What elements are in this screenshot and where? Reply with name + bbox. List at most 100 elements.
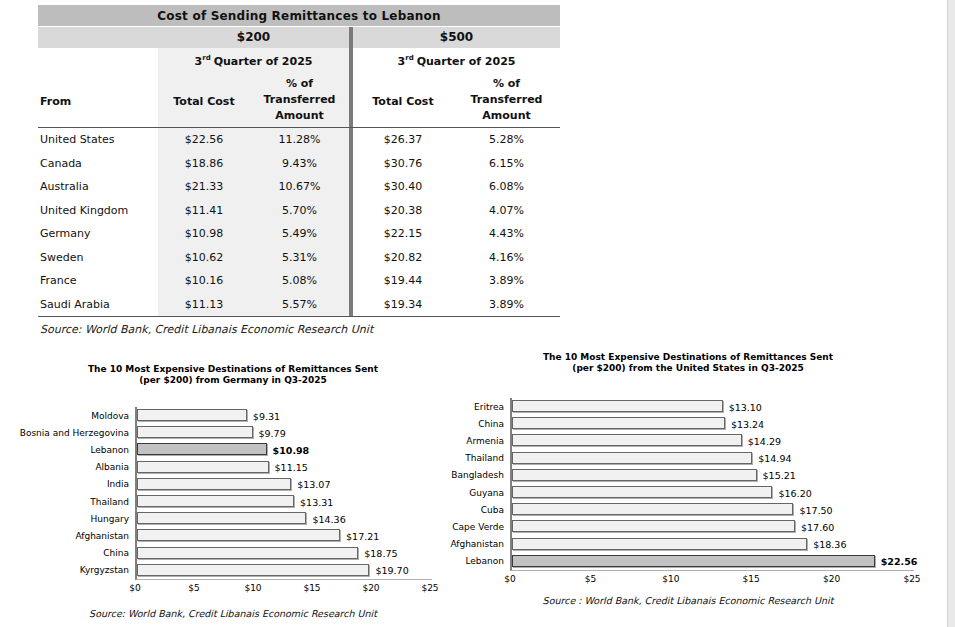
bar	[137, 461, 269, 473]
category-label: Cuba	[481, 505, 504, 515]
value-label: $18.36	[813, 539, 846, 550]
bar-row: Thailand$14.94	[512, 450, 914, 467]
category-label: India	[107, 479, 129, 489]
bar	[137, 495, 294, 507]
bar	[512, 417, 725, 429]
from-cell: Canada	[38, 152, 158, 176]
total-cost-500-cell: $30.40	[353, 175, 453, 199]
total-cost-500-cell: $20.38	[353, 199, 453, 223]
x-tick-label: $25	[421, 583, 438, 593]
value-label: $13.24	[731, 418, 764, 429]
category-label: Lebanon	[90, 445, 129, 455]
chart-title: The 10 Most Expensive Destinations of Re…	[33, 364, 433, 386]
from-cell: Saudi Arabia	[38, 293, 158, 317]
bar-row: Guyana$16.20	[512, 484, 914, 501]
bar	[512, 452, 752, 464]
bars-region: Eritrea$13.10China$13.24Armenia$14.29Tha…	[510, 398, 914, 571]
value-label: $9.79	[259, 427, 286, 438]
chart-title-line1: The 10 Most Expensive Destinations of Re…	[33, 364, 433, 375]
category-label: Eritrea	[474, 402, 504, 412]
pct-200-cell: 9.43%	[250, 152, 349, 176]
bar	[137, 512, 306, 524]
pct-200-cell: 5.08%	[250, 269, 349, 293]
bar	[137, 443, 267, 455]
quarter-ordinal: rd	[202, 54, 210, 62]
category-label: China	[478, 419, 504, 429]
value-label: $10.98	[273, 444, 310, 455]
value-label: $22.56	[881, 556, 918, 567]
col-header-total-cost-500: Total Cost	[353, 76, 453, 127]
chart-title-line2: (per $200) from Germany in Q3-2025	[33, 375, 433, 386]
pct-500-cell: 5.28%	[453, 128, 560, 152]
remittance-cost-table: Cost of Sending Remittances to Lebanon $…	[38, 5, 560, 336]
value-label: $14.94	[758, 453, 791, 464]
bar	[137, 478, 291, 490]
total-cost-200-cell: $22.56	[158, 128, 250, 152]
from-cell: United Kingdom	[38, 199, 158, 223]
table-row: United Kingdom$11.415.70%$20.384.07%	[38, 199, 560, 223]
total-cost-200-cell: $11.41	[158, 199, 250, 223]
header-group-200: 3rdQuarter of 2025 Total Cost % of Trans…	[158, 48, 349, 127]
category-label: Armenia	[466, 436, 504, 446]
x-axis-ticks: $0$5$10$15$20$25	[510, 571, 912, 587]
bar	[137, 426, 253, 438]
bar	[512, 434, 742, 446]
quarter-ordinal: rd	[405, 54, 413, 62]
bar-row: Bosnia and Herzegovina$9.79	[137, 424, 432, 441]
category-label: Guyana	[469, 488, 504, 498]
x-tick-label: $15	[743, 574, 760, 584]
bar-row: Thailand$13.31	[137, 493, 432, 510]
table-row: Germany$10.985.49%$22.154.43%	[38, 222, 560, 246]
chart-title: The 10 Most Expensive Destinations of Re…	[452, 352, 924, 374]
pct-200-cell: 5.49%	[250, 222, 349, 246]
from-cell: Sweden	[38, 246, 158, 270]
total-cost-500-cell: $26.37	[353, 128, 453, 152]
table-row: Saudi Arabia$11.135.57%$19.343.89%	[38, 293, 560, 317]
x-tick-label: $5	[188, 583, 199, 593]
value-label: $13.31	[300, 496, 333, 507]
x-tick-label: $25	[903, 574, 920, 584]
pct-500-cell: 4.07%	[453, 199, 560, 223]
table-row: France$10.165.08%$19.443.89%	[38, 269, 560, 293]
table-header-row: From 3rdQuarter of 2025 Total Cost % of …	[38, 48, 560, 128]
total-cost-200-cell: $10.62	[158, 246, 250, 270]
chart-united-states: The 10 Most Expensive Destinations of Re…	[452, 352, 924, 606]
bar-row: China$13.24	[512, 415, 914, 432]
value-label: $14.29	[748, 435, 781, 446]
bar	[512, 538, 807, 550]
bar-row: Afghanistan$17.21	[137, 527, 432, 544]
from-cell: Australia	[38, 175, 158, 199]
category-label: Kyrgyzstan	[80, 565, 129, 575]
chart-title-line2: (per $200) from the United States in Q3-…	[452, 363, 924, 374]
category-label: Thailand	[465, 453, 504, 463]
value-label: $11.15	[275, 462, 308, 473]
value-label: $17.50	[799, 504, 832, 515]
value-label: $13.07	[297, 479, 330, 490]
bar	[137, 409, 247, 421]
x-tick-label: $20	[362, 583, 379, 593]
total-cost-500-cell: $19.44	[353, 269, 453, 293]
pct-500-cell: 3.89%	[453, 269, 560, 293]
category-label: Lebanon	[465, 556, 504, 566]
pct-200-cell: 10.67%	[250, 175, 349, 199]
total-cost-200-cell: $10.98	[158, 222, 250, 246]
bar-row: Lebanon$22.56	[512, 553, 914, 570]
bar	[137, 529, 340, 541]
category-label: Hungary	[91, 514, 129, 524]
bar-row: Cuba$17.50	[512, 501, 914, 518]
x-tick-label: $5	[585, 574, 596, 584]
pct-500-cell: 6.08%	[453, 175, 560, 199]
col-header-total-cost-200: Total Cost	[158, 76, 250, 127]
bar	[512, 469, 757, 481]
bar-row: Afghanistan$18.36	[512, 536, 914, 553]
group-200-label: $200	[158, 27, 349, 48]
category-label: China	[103, 548, 129, 558]
total-cost-200-cell: $21.33	[158, 175, 250, 199]
page-scrollbar-track[interactable]	[947, 0, 955, 627]
category-label: Afghanistan	[75, 531, 129, 541]
total-cost-200-cell: $18.86	[158, 152, 250, 176]
group-500-label: $500	[353, 27, 560, 48]
table-row: Sweden$10.625.31%$20.824.16%	[38, 246, 560, 270]
from-cell: Germany	[38, 222, 158, 246]
table-body: United States$22.5611.28%$26.375.28%Cana…	[38, 128, 560, 317]
